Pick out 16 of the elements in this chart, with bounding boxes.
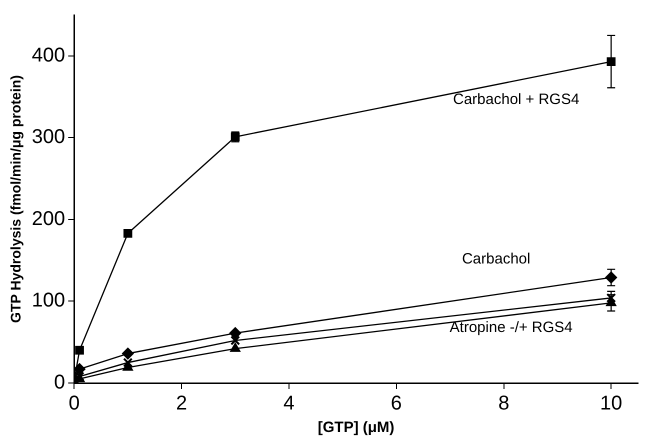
series-label: Carbachol — [462, 250, 530, 268]
y-tick-label: 300 — [32, 126, 66, 148]
series-label: Carbachol + RGS4 — [452, 90, 580, 108]
series-label: Atropine -/+ RGS4 — [450, 319, 573, 336]
y-tick-label: 400 — [32, 44, 66, 66]
y-tick-label: 100 — [32, 290, 66, 312]
x-tick-label: 0 — [68, 392, 80, 415]
x-tick-label: 4 — [283, 392, 295, 415]
x-tick-label: 6 — [390, 392, 402, 415]
x-tick-label: 10 — [600, 392, 622, 415]
x-axis-title: [GTP] (μM) — [318, 419, 394, 436]
y-tick-label: 200 — [32, 208, 66, 230]
x-tick-label: 8 — [498, 392, 510, 415]
x-tick-label: 2 — [176, 392, 188, 415]
y-axis-title: GTP Hydrolysis (fmol/min/μg protein) — [7, 75, 24, 323]
y-tick-label: 0 — [54, 372, 66, 394]
